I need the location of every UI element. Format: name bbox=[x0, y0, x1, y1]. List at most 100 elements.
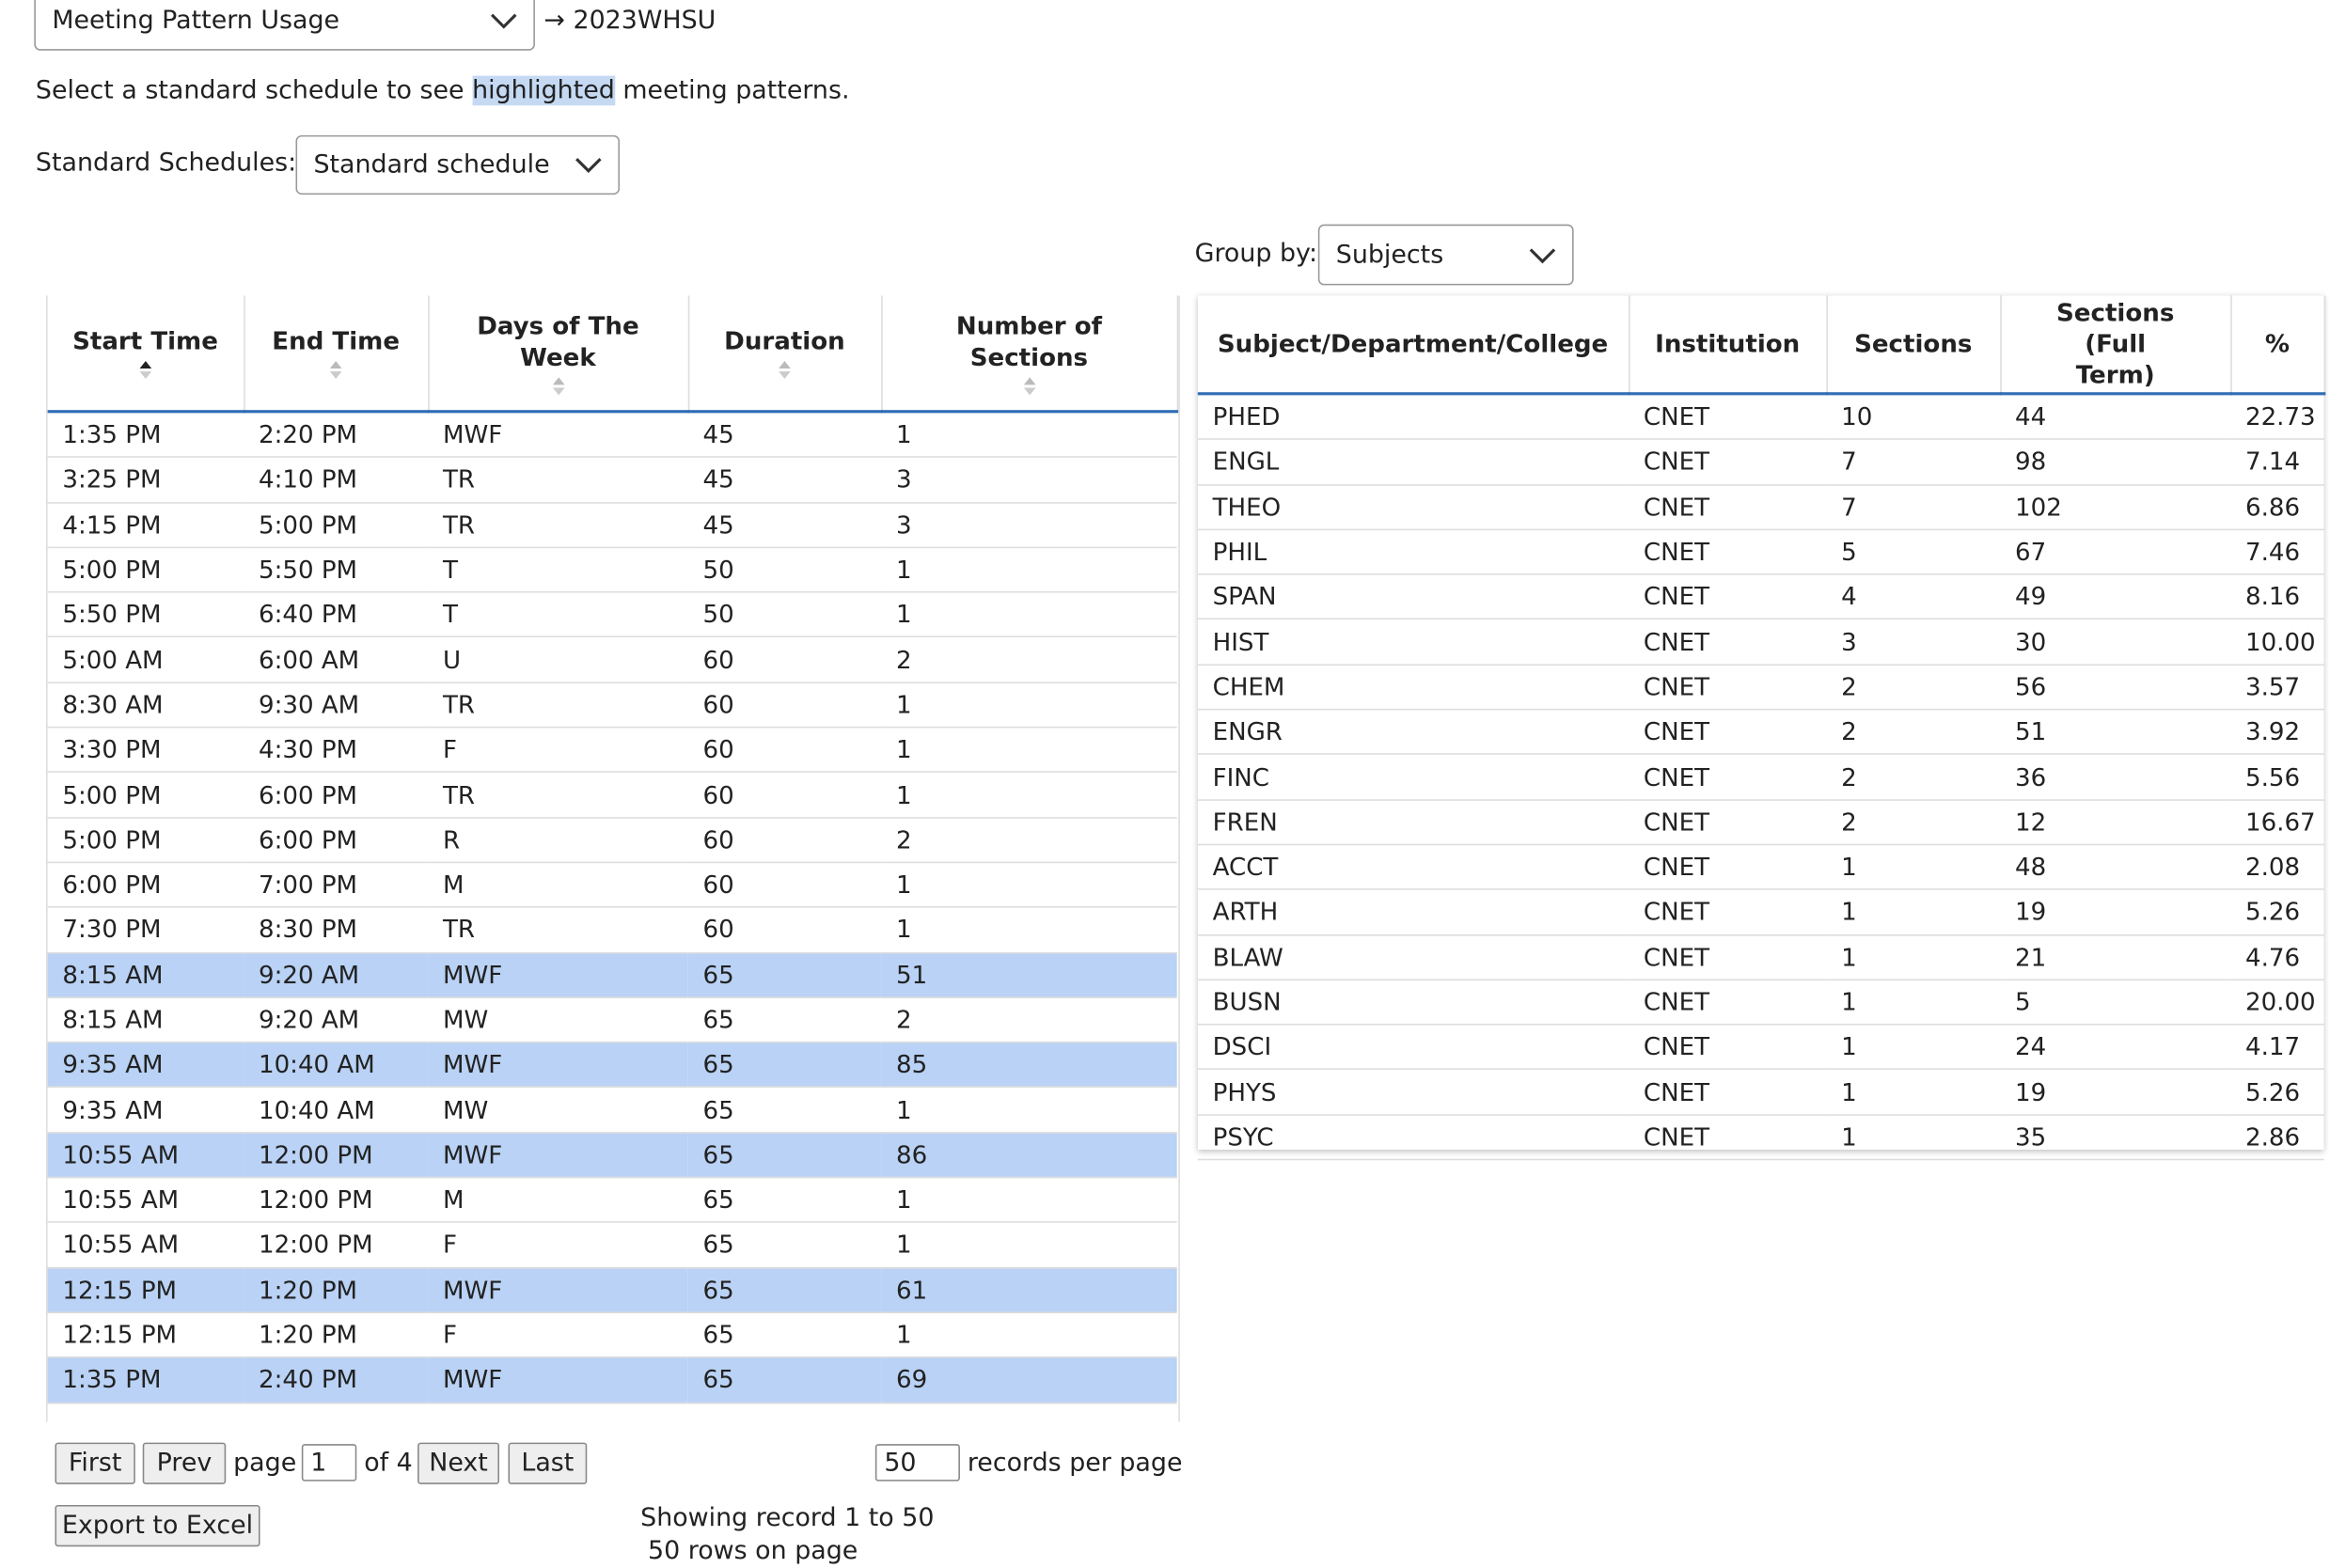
table-cell: 51 bbox=[2000, 709, 2231, 756]
column-header[interactable]: % bbox=[2230, 295, 2325, 394]
table-row: ENGR CNET 2 51 3.92 bbox=[1197, 709, 2324, 756]
table-cell: 5 bbox=[1826, 529, 2001, 575]
select-value: 1 bbox=[310, 1448, 327, 1478]
table-row: THEO CNET 7 102 6.86 bbox=[1197, 484, 2324, 531]
export-button[interactable]: Export to Excel bbox=[55, 1504, 260, 1547]
column-header[interactable]: End Time bbox=[244, 295, 429, 412]
left-table: Start Time End Time Days of The Week Durati… bbox=[47, 295, 1178, 1403]
table-cell: 6:00 AM bbox=[244, 636, 429, 683]
table-cell: 5.26 bbox=[2230, 889, 2324, 935]
column-header[interactable]: Start Time bbox=[47, 295, 244, 412]
table-cell: 2 bbox=[1826, 754, 2001, 801]
table-cell: DSCI bbox=[1197, 1024, 1629, 1071]
report-select[interactable]: Meeting Pattern Usage bbox=[34, 0, 535, 51]
table-row: 10:55 AM 12:00 PM M 65 1 bbox=[47, 1177, 1177, 1224]
table-cell: 4.17 bbox=[2230, 1024, 2324, 1071]
last-button[interactable]: Last bbox=[508, 1442, 588, 1484]
table-cell: 98 bbox=[2000, 439, 2231, 486]
table-cell: 9:20 AM bbox=[244, 952, 429, 998]
table-cell: 19 bbox=[2000, 889, 2231, 935]
column-header[interactable]: Days of The Week bbox=[428, 295, 689, 412]
table-cell: CNET bbox=[1629, 619, 1827, 666]
table-cell: 8:15 AM bbox=[47, 952, 244, 998]
table-row: 10:55 AM 12:00 PM F 65 1 bbox=[47, 1222, 1177, 1269]
header-text: % bbox=[2264, 329, 2291, 358]
chevron bbox=[1529, 247, 1556, 263]
column-header[interactable]: Duration bbox=[687, 295, 882, 412]
table-cell: M bbox=[428, 862, 688, 909]
table-cell: MW bbox=[428, 1087, 688, 1134]
column-header[interactable]: Sections (Full Term) bbox=[2000, 295, 2231, 394]
sort-icon[interactable] bbox=[328, 359, 343, 380]
table-row: BUSN CNET 1 5 20.00 bbox=[1197, 980, 2324, 1026]
sort-icon[interactable] bbox=[1022, 375, 1037, 396]
table-row: ACCT CNET 1 48 2.08 bbox=[1197, 844, 2324, 891]
table-row: ENGL CNET 7 98 7.14 bbox=[1197, 439, 2324, 486]
table-cell: ARTH bbox=[1197, 889, 1629, 935]
table-cell: 2 bbox=[881, 997, 1177, 1043]
table-cell: MWF bbox=[428, 1267, 688, 1313]
table-row: PHED CNET 10 44 22.73 bbox=[1197, 393, 2324, 441]
table-cell: M bbox=[428, 1177, 688, 1224]
table-cell: 5 bbox=[2000, 980, 2231, 1026]
table-cell: 8:30 PM bbox=[244, 907, 429, 953]
label: of 4 bbox=[364, 1448, 413, 1479]
table-row: 9:35 AM 10:40 AM MW 65 1 bbox=[47, 1087, 1177, 1134]
table-cell: 65 bbox=[687, 1132, 882, 1179]
table-cell: 1:35 PM bbox=[47, 411, 244, 459]
table-cell: 65 bbox=[687, 1222, 882, 1269]
table-cell: 2.08 bbox=[2230, 844, 2324, 891]
table-cell: CNET bbox=[1629, 574, 1827, 620]
table-cell: CNET bbox=[1629, 934, 1827, 980]
table-cell: 4:10 PM bbox=[244, 457, 429, 504]
highlight: highlighted bbox=[472, 75, 615, 106]
sort-icon[interactable] bbox=[138, 359, 153, 380]
table-cell: 12:00 PM bbox=[244, 1177, 429, 1224]
table-cell: 1:20 PM bbox=[244, 1312, 429, 1358]
first-button[interactable]: First bbox=[55, 1442, 135, 1484]
table-row: 8:15 AM 9:20 AM MWF 65 51 bbox=[47, 952, 1177, 998]
table-cell: 44 bbox=[2000, 393, 2231, 441]
table-cell: 5.26 bbox=[2230, 1069, 2324, 1116]
per-page-select[interactable]: 50 bbox=[874, 1444, 960, 1482]
next-button[interactable]: Next bbox=[417, 1442, 500, 1484]
table-cell: 36 bbox=[2000, 754, 2231, 801]
page-select[interactable]: 1 bbox=[301, 1444, 357, 1482]
table-cell: TR bbox=[428, 907, 688, 953]
table-row: 12:15 PM 1:20 PM F 65 1 bbox=[47, 1312, 1177, 1358]
table-row: FINC CNET 2 36 5.56 bbox=[1197, 754, 2324, 801]
table-cell: 60 bbox=[687, 727, 882, 774]
table-cell: 3.92 bbox=[2230, 709, 2324, 756]
table-cell: 65 bbox=[687, 1312, 882, 1358]
table-cell: CHEM bbox=[1197, 664, 1629, 711]
sort-icon[interactable] bbox=[551, 375, 566, 396]
column-header[interactable]: Sections bbox=[1826, 295, 2002, 394]
sort-icon[interactable] bbox=[778, 359, 793, 380]
table-cell: 6:40 PM bbox=[244, 592, 429, 638]
table-row: 9:35 AM 10:40 AM MWF 65 85 bbox=[47, 1042, 1177, 1089]
table-cell: 1:35 PM bbox=[47, 1357, 244, 1403]
standard-select[interactable]: Standard schedule bbox=[295, 134, 621, 196]
table-row: 6:00 PM 7:00 PM M 60 1 bbox=[47, 862, 1177, 909]
group-select[interactable]: Subjects bbox=[1317, 224, 1574, 286]
table-cell: 5:00 PM bbox=[244, 502, 429, 549]
chevron bbox=[575, 157, 602, 173]
column-header[interactable]: Institution bbox=[1629, 295, 1828, 394]
table-cell: CNET bbox=[1629, 1024, 1827, 1071]
label: Group by: bbox=[1194, 239, 1318, 270]
table-row: BLAW CNET 1 21 4.76 bbox=[1197, 934, 2324, 980]
table-cell: TR bbox=[428, 682, 688, 729]
right-table-wrap: Subject/Department/College Institution Sec… bbox=[1197, 295, 2325, 1161]
column-header[interactable]: Number of Sections bbox=[881, 295, 1178, 412]
table-cell: MWF bbox=[428, 1357, 688, 1403]
table-cell: CNET bbox=[1629, 889, 1827, 935]
table-cell: CNET bbox=[1629, 709, 1827, 756]
table-cell: F bbox=[428, 727, 688, 774]
table-row: 12:15 PM 1:20 PM MWF 65 61 bbox=[47, 1267, 1177, 1313]
table-cell: 7:30 PM bbox=[47, 907, 244, 953]
table-cell: 12 bbox=[2000, 799, 2231, 846]
table-cell: 65 bbox=[687, 1087, 882, 1134]
prev-button[interactable]: Prev bbox=[142, 1442, 227, 1484]
column-header[interactable]: Subject/Department/College bbox=[1197, 295, 1629, 394]
